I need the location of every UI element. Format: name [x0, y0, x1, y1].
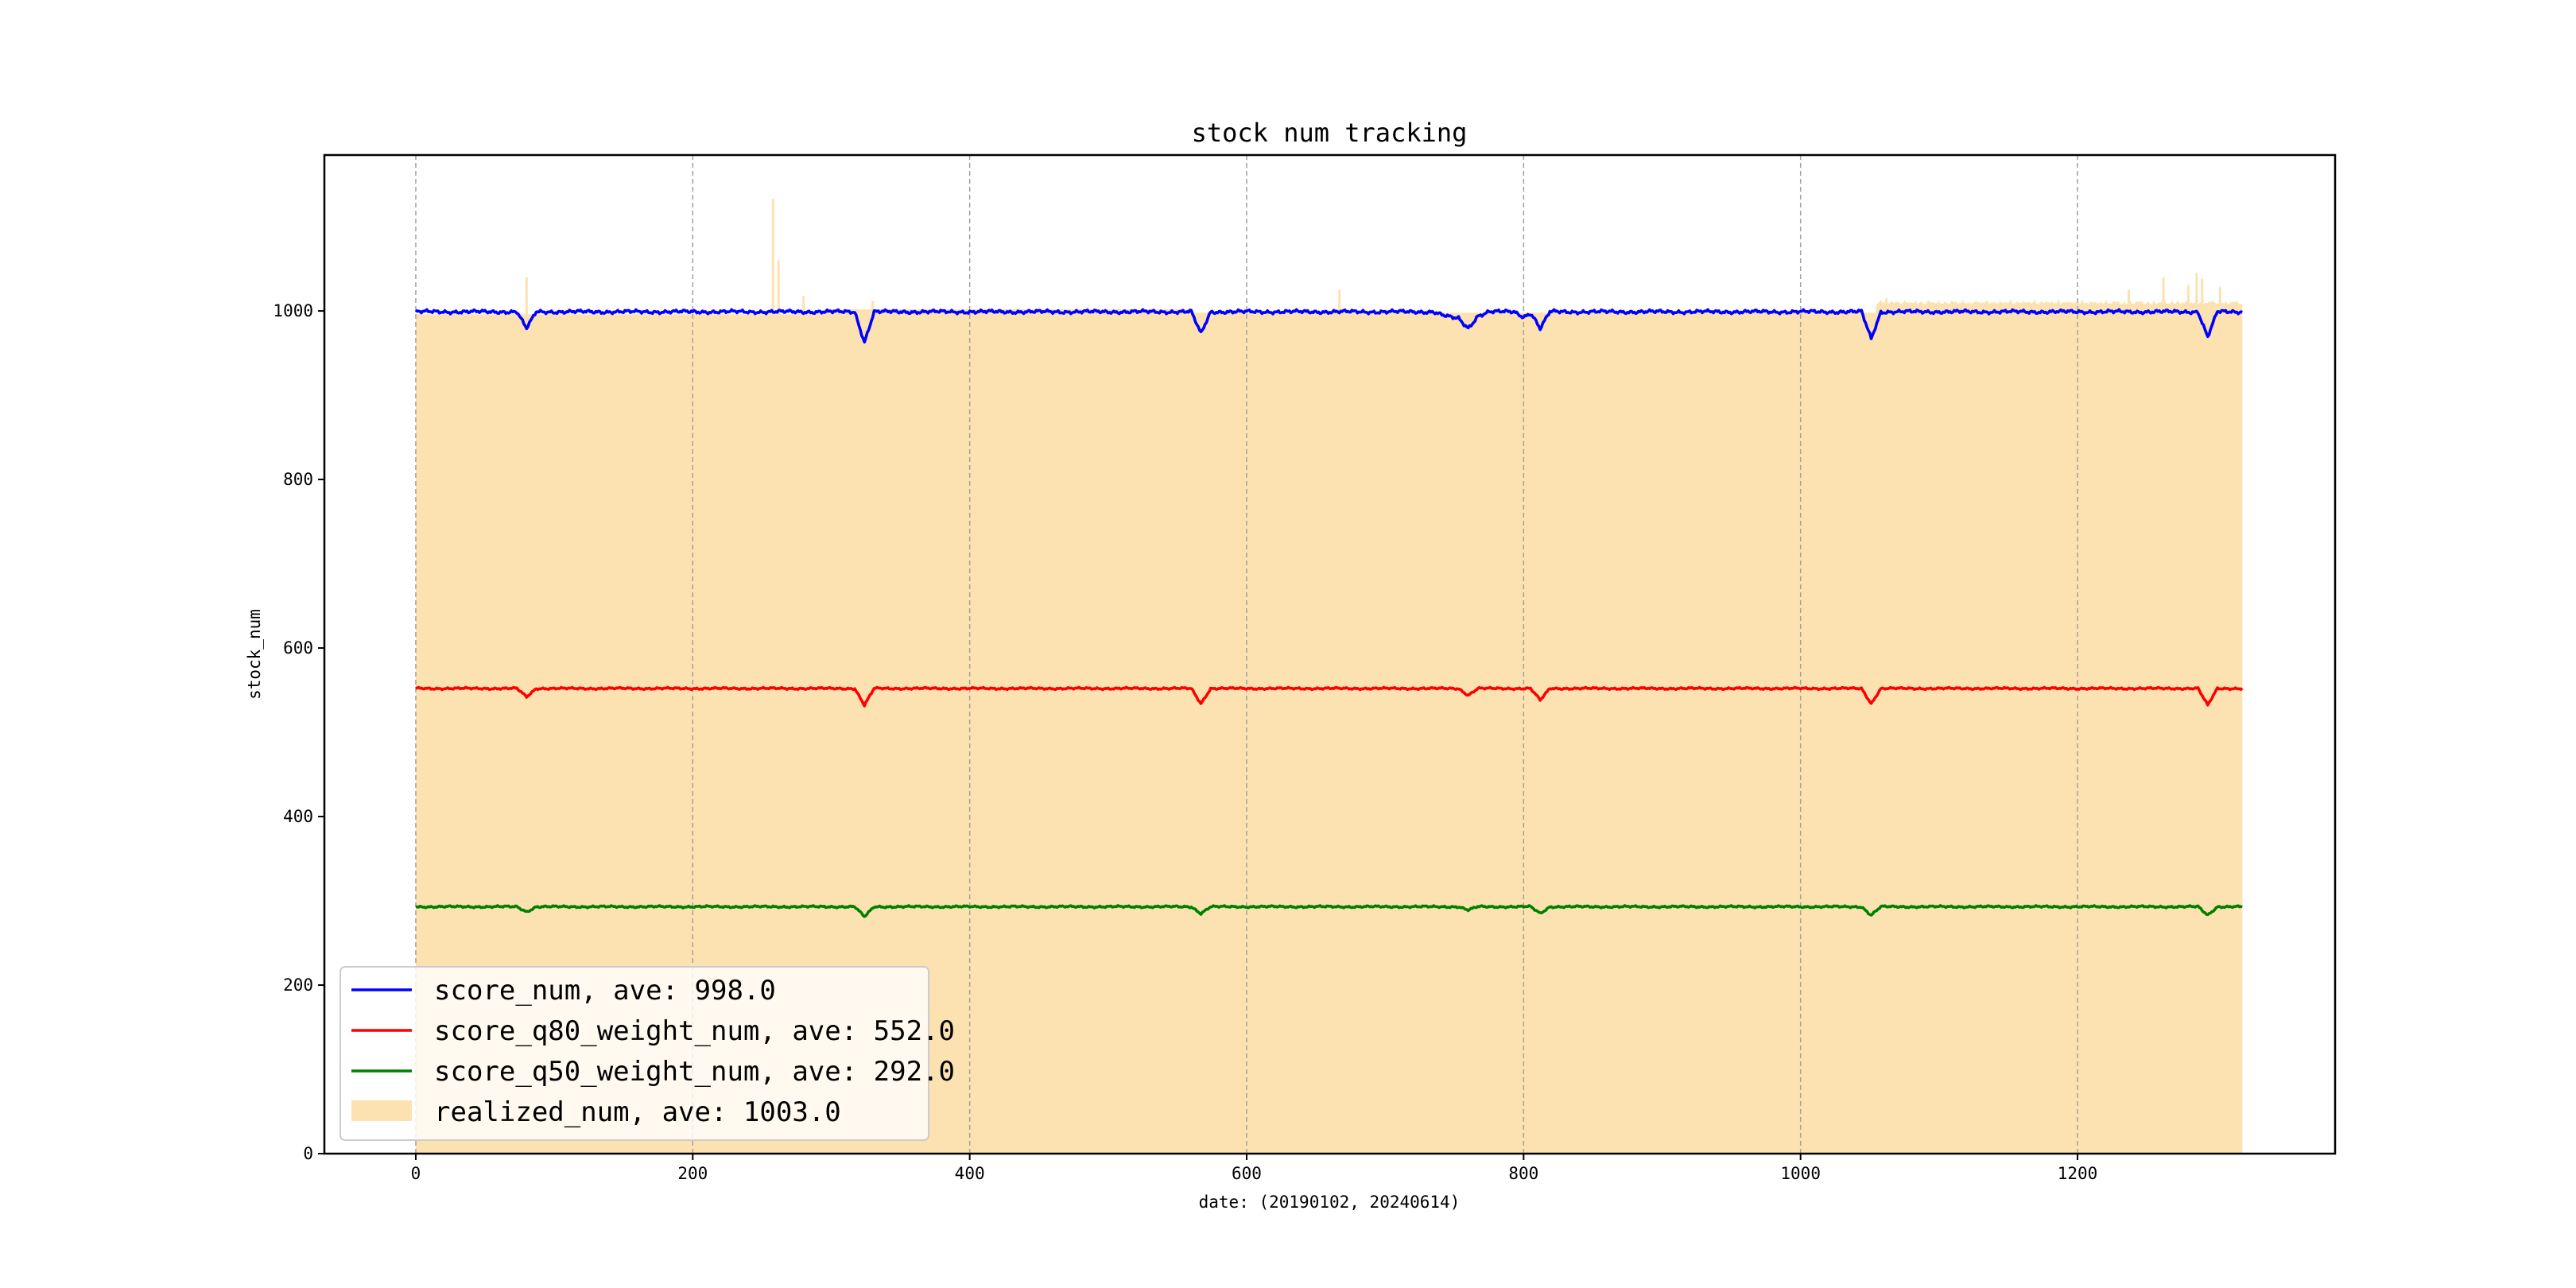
score-num-line	[414, 308, 2243, 344]
y-tick-label: 1000	[273, 301, 313, 320]
series-lines	[414, 308, 2244, 918]
x-tick-label: 1000	[1780, 1164, 1821, 1183]
chart-title: stock num tracking	[1192, 118, 1468, 148]
axis-ticks: 0 200 400 600 800 1000 1200 0 200 400 600 800 1000	[273, 301, 2097, 1183]
x-axis-label: date: (20190102, 20240614)	[1199, 1193, 1461, 1212]
y-tick-label: 600	[283, 638, 313, 658]
y-tick-label: 400	[283, 807, 313, 826]
realized-num-area-layer	[416, 199, 2243, 1154]
x-tick-label: 200	[677, 1164, 708, 1183]
legend-box	[339, 966, 929, 1141]
score-q50-weight-num-line	[415, 904, 2243, 918]
legend-label-realized: realized_num, ave: 1003.0	[434, 1096, 841, 1128]
x-tick-label: 600	[1232, 1164, 1262, 1183]
realized-num-area	[416, 199, 2243, 1154]
legend: score_num, ave: 998.0 score_q80_weight_n…	[339, 966, 955, 1141]
legend-label-score-num: score_num, ave: 998.0	[434, 975, 776, 1007]
legend-label-score-q80: score_q80_weight_num, ave: 552.0	[434, 1015, 955, 1047]
legend-swatch-realized	[351, 1100, 412, 1121]
score-q80-weight-num-line	[415, 685, 2244, 708]
y-tick-label: 0	[303, 1144, 313, 1163]
x-tick-label: 800	[1508, 1164, 1538, 1183]
x-tick-label: 1200	[2058, 1164, 2098, 1183]
x-tick-label: 0	[411, 1164, 421, 1183]
y-tick-label: 200	[283, 976, 313, 995]
plot-frame	[323, 153, 2337, 1155]
y-tick-label: 800	[283, 470, 313, 489]
y-axis-label: stock_num	[245, 609, 264, 700]
legend-label-score-q50: score_q50_weight_num, ave: 292.0	[434, 1056, 955, 1088]
x-tick-label: 400	[955, 1164, 985, 1183]
